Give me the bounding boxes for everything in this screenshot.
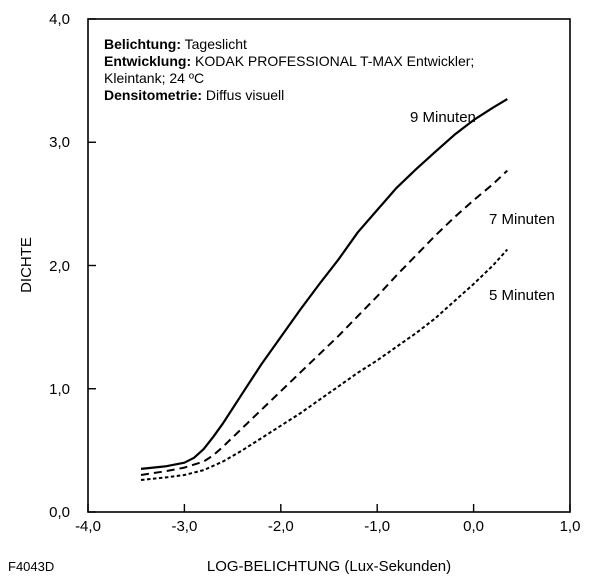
exposure-value: Tageslicht bbox=[184, 36, 247, 52]
development-label: Entwicklung: bbox=[104, 53, 192, 69]
densitometry-label: Densitometrie: bbox=[104, 87, 203, 103]
series-label-7-minuten: 7 Minuten bbox=[489, 211, 555, 228]
exposure-info-box: Belichtung: Tageslicht Entwicklung: KODA… bbox=[104, 36, 574, 104]
series-line-5-minuten bbox=[140, 248, 509, 481]
development-row: Entwicklung: KODAK PROFESSIONAL T-MAX En… bbox=[104, 53, 574, 70]
y-tick-label-4: 4,0 bbox=[49, 11, 70, 28]
x-tick-label-2: -2,0 bbox=[268, 518, 294, 535]
series-line-9-minuten bbox=[140, 98, 508, 470]
series-line-7-minuten bbox=[140, 169, 508, 476]
x-tick-label-0: -4,0 bbox=[75, 518, 101, 535]
y-tick-label-3: 3,0 bbox=[49, 134, 70, 151]
axis-ticks bbox=[87, 18, 571, 513]
x-tick-label-4: 0,0 bbox=[463, 518, 484, 535]
series-label-5-minuten: 5 Minuten bbox=[489, 287, 555, 304]
figure-id: F4043D bbox=[8, 559, 54, 574]
series-lines bbox=[140, 98, 509, 481]
exposure-row: Belichtung: Tageslicht bbox=[104, 36, 574, 53]
series-label-9-minuten: 9 Minuten bbox=[410, 109, 476, 126]
development-row-2: Kleintank; 24 ºC bbox=[104, 70, 205, 86]
exposure-label: Belichtung: bbox=[104, 36, 181, 52]
development-value: KODAK PROFESSIONAL T-MAX Entwickler; bbox=[195, 53, 475, 69]
y-tick-label-2: 2,0 bbox=[49, 258, 70, 275]
y-axis-title: DICHTE bbox=[18, 237, 35, 293]
axis-tick-labels: -4,0 -3,0 -2,0 -1,0 0,0 1,0 0,0 1,0 2,0 … bbox=[49, 11, 580, 535]
x-axis-title: LOG-BELICHTUNG (Lux-Sekunden) bbox=[207, 558, 451, 575]
densitometry-value: Diffus visuell bbox=[205, 87, 285, 103]
x-tick-label-1: -3,0 bbox=[171, 518, 197, 535]
x-tick-label-3: -1,0 bbox=[364, 518, 390, 535]
densitometry-row: Densitometrie: Diffus visuell bbox=[104, 87, 574, 104]
y-tick-label-1: 1,0 bbox=[49, 381, 70, 398]
y-tick-label-0: 0,0 bbox=[49, 504, 70, 521]
x-tick-label-5: 1,0 bbox=[560, 518, 581, 535]
